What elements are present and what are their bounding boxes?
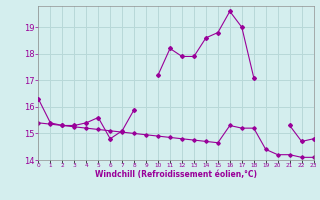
- X-axis label: Windchill (Refroidissement éolien,°C): Windchill (Refroidissement éolien,°C): [95, 170, 257, 179]
